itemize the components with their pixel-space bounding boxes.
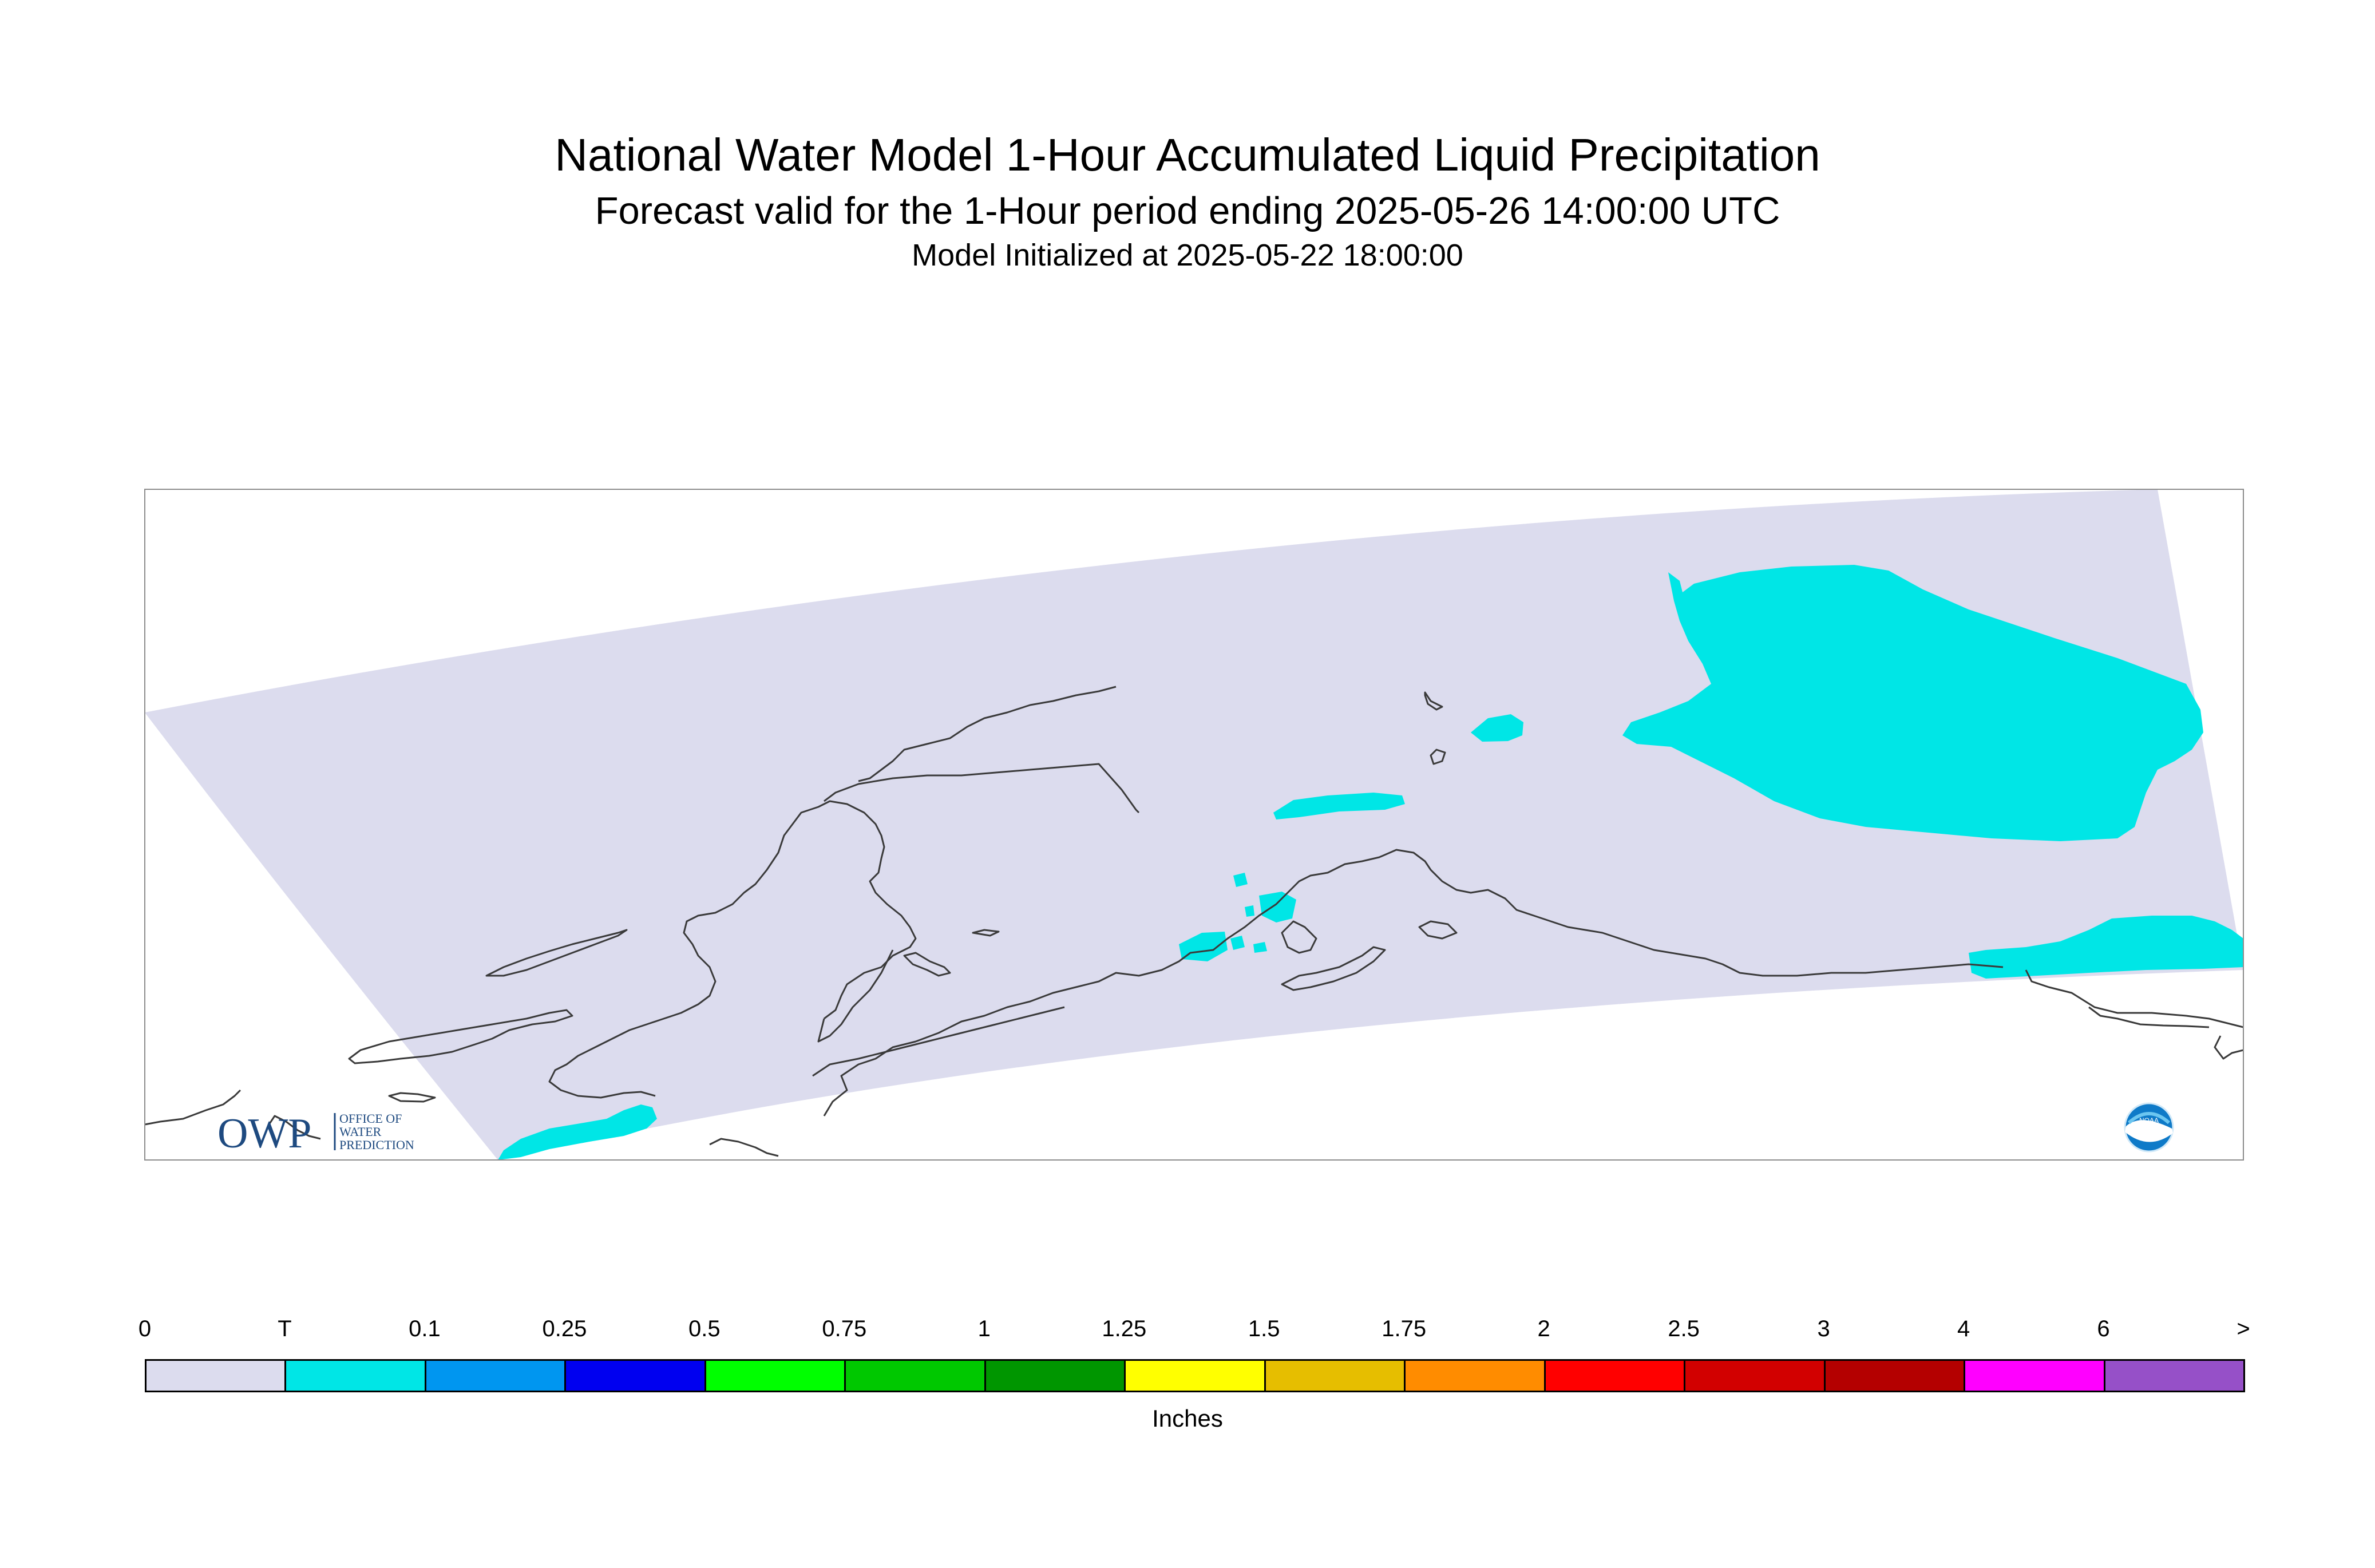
- trace-precip-areas: [498, 565, 2243, 1160]
- legend-tick-label: 6: [2097, 1316, 2110, 1341]
- legend-tick-label: 2.5: [1668, 1316, 1700, 1341]
- coastline-north-arc: [858, 686, 1117, 782]
- precip-area-east-edge: [1969, 916, 2243, 979]
- legend-swatch: [844, 1359, 986, 1392]
- island-west: [348, 1009, 573, 1064]
- legend-tick-label: >: [2237, 1316, 2250, 1341]
- legend-tick-label: 1.75: [1382, 1316, 1427, 1341]
- legend-tick-label: 0.25: [542, 1316, 587, 1341]
- island-north-1: [1424, 691, 1443, 711]
- legend-swatch: [284, 1359, 426, 1392]
- legend-tick-label: T: [278, 1316, 292, 1341]
- legend-tick-label: 3: [1817, 1316, 1830, 1341]
- coastline-west: [548, 800, 917, 1099]
- legend-swatch: [1964, 1359, 2105, 1392]
- legend-swatch: [424, 1359, 567, 1392]
- border-lower-right: [2088, 1006, 2210, 1028]
- noaa-logo: NOAA: [2124, 1102, 2174, 1153]
- coastline-southwest-2: [388, 1092, 436, 1103]
- coastline-southwest-corner: [145, 1089, 321, 1140]
- coastline-east: [2025, 969, 2243, 1028]
- legend-tick-label: 4: [1957, 1316, 1970, 1341]
- precip-area-small-5: [1230, 936, 1245, 950]
- precip-area-small-1: [1179, 932, 1228, 961]
- legend-swatch: [1543, 1359, 1686, 1392]
- precip-area-northeast: [1622, 565, 2203, 841]
- coastlines: [145, 686, 2243, 1157]
- island-cluster: [1281, 920, 1317, 954]
- owp-logo-mark: OWP: [217, 1110, 311, 1157]
- precip-area-strip: [1273, 793, 1405, 819]
- legend-swatch: [1684, 1359, 1826, 1392]
- coastline-bottom: [709, 1138, 779, 1157]
- legend-swatch: [984, 1359, 1126, 1392]
- legend-swatch: [564, 1359, 706, 1392]
- island-small-a: [972, 929, 1000, 937]
- legend-tick-label: 0.1: [409, 1316, 441, 1341]
- precip-area-southwest: [498, 1104, 657, 1160]
- legend-swatch: [704, 1359, 846, 1392]
- legend-tick-label: 1.25: [1102, 1316, 1147, 1341]
- legend-swatch: [2103, 1359, 2245, 1392]
- forecast-valid-subtitle: Forecast valid for the 1-Hour period end…: [595, 189, 1780, 232]
- precip-area-small-6: [1253, 942, 1267, 953]
- legend-tick-label: 0.5: [688, 1316, 721, 1341]
- island-inlet: [903, 952, 951, 977]
- legend-tick-label: 1.5: [1248, 1316, 1280, 1341]
- model-init-subtitle: Model Initialized at 2025-05-22 18:00:00: [912, 238, 1463, 272]
- precip-area-small-4: [1233, 873, 1248, 887]
- noaa-logo-mark: NOAA: [2139, 1116, 2159, 1124]
- legend-swatch: [1404, 1359, 1546, 1392]
- owp-logo-line3: PREDICTION: [339, 1138, 414, 1152]
- legend-tick-label: 2: [1537, 1316, 1550, 1341]
- coastline-sound: [817, 949, 894, 1043]
- island-north-2: [1430, 749, 1446, 765]
- owp-logo: OWP OFFICE OF WATER PREDICTION: [217, 1110, 414, 1157]
- coastline-east-2: [2214, 1035, 2243, 1060]
- precip-area-small-2: [1259, 892, 1296, 922]
- map-title: National Water Model 1-Hour Accumulated …: [555, 129, 1820, 180]
- coastline-mainland: [823, 849, 2004, 1116]
- precip-area-small-3: [1245, 905, 1254, 917]
- legend-tick-label: 0.75: [822, 1316, 867, 1341]
- island-cluster-3: [1418, 920, 1458, 940]
- legend-tick-label: 0: [138, 1316, 152, 1341]
- owp-logo-line2: WATER: [339, 1124, 382, 1139]
- island-long: [485, 929, 628, 977]
- island-chain: [812, 1006, 1065, 1077]
- island-cluster-2: [1281, 946, 1386, 991]
- coastline-northwest: [824, 763, 1140, 814]
- precip-area-island: [1471, 714, 1523, 742]
- legend-units-label: Inches: [1152, 1405, 1223, 1432]
- legend-swatch: [1823, 1359, 1966, 1392]
- map-frame: [144, 489, 2244, 1161]
- owp-logo-line1: OFFICE OF: [339, 1111, 402, 1126]
- legend-swatch: [145, 1359, 287, 1392]
- legend-swatch: [1264, 1359, 1406, 1392]
- legend-swatch: [1124, 1359, 1266, 1392]
- legend-tick-label: 1: [977, 1316, 991, 1341]
